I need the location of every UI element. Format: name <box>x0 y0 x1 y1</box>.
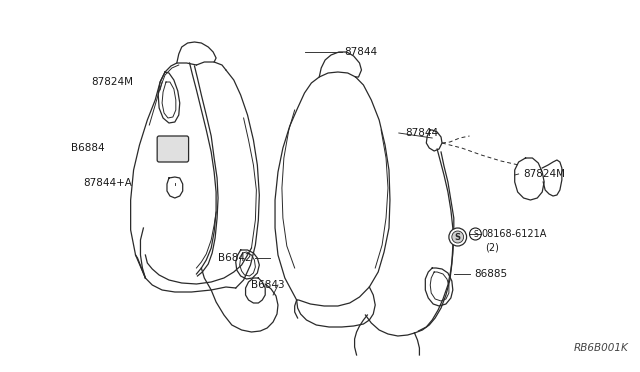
Text: S: S <box>455 232 461 241</box>
Text: 87844: 87844 <box>344 47 377 57</box>
Text: (2): (2) <box>485 242 499 252</box>
Text: RB6B001K: RB6B001K <box>573 343 628 353</box>
Text: 87844: 87844 <box>406 128 439 138</box>
FancyBboxPatch shape <box>157 136 189 162</box>
Text: 08168-6121A: 08168-6121A <box>481 229 547 239</box>
Circle shape <box>452 231 463 243</box>
Text: B6843: B6843 <box>252 280 285 290</box>
Text: B6842: B6842 <box>218 253 252 263</box>
Text: S: S <box>473 230 478 238</box>
Text: 87824M: 87824M <box>92 77 133 87</box>
Text: B6884: B6884 <box>71 143 104 153</box>
Circle shape <box>449 228 467 246</box>
Text: 86885: 86885 <box>474 269 508 279</box>
Text: 87844+A: 87844+A <box>83 178 132 188</box>
Text: 87824M: 87824M <box>524 169 566 179</box>
